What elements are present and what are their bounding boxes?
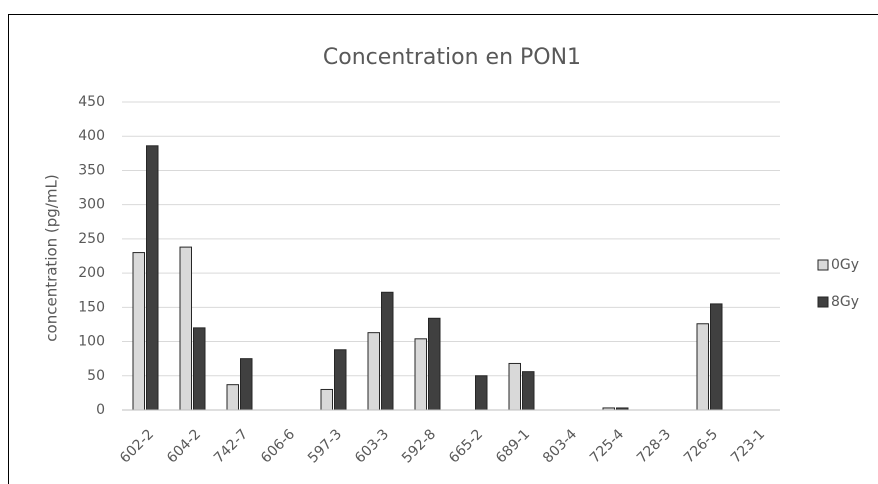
- y-tick-label: 450: [78, 94, 105, 110]
- y-tick-label: 300: [78, 197, 105, 213]
- bar: [508, 362, 521, 411]
- y-tick-label: 200: [78, 265, 105, 281]
- y-axis-label: concentration (pg/mL): [43, 174, 61, 341]
- bar: [428, 317, 441, 411]
- chart-title: Concentration en PON1: [323, 45, 581, 70]
- y-tick-label: 0: [96, 402, 105, 418]
- y-tick-label: 50: [87, 368, 105, 384]
- bar: [240, 358, 253, 411]
- chart-border: [8, 14, 878, 484]
- bar: [367, 332, 380, 411]
- legend-swatch: [817, 296, 829, 308]
- bar: [522, 371, 535, 411]
- bar: [475, 375, 488, 411]
- bar: [710, 303, 723, 411]
- bar: [381, 291, 394, 411]
- legend-label: 8Gy: [831, 294, 859, 310]
- bar: [193, 327, 206, 411]
- legend-swatch: [817, 259, 829, 271]
- y-tick-label: 350: [78, 162, 105, 178]
- bar: [179, 246, 192, 411]
- y-tick-label: 400: [78, 128, 105, 144]
- bar: [696, 323, 709, 411]
- y-tick-label: 150: [78, 299, 105, 315]
- bar: [146, 145, 159, 411]
- bar: [226, 384, 239, 411]
- y-tick-label: 250: [78, 231, 105, 247]
- bar: [414, 338, 427, 411]
- y-tick-label: 100: [78, 334, 105, 350]
- bar: [334, 349, 347, 411]
- bar: [132, 252, 145, 411]
- legend-label: 0Gy: [831, 257, 859, 273]
- bar: [320, 388, 333, 411]
